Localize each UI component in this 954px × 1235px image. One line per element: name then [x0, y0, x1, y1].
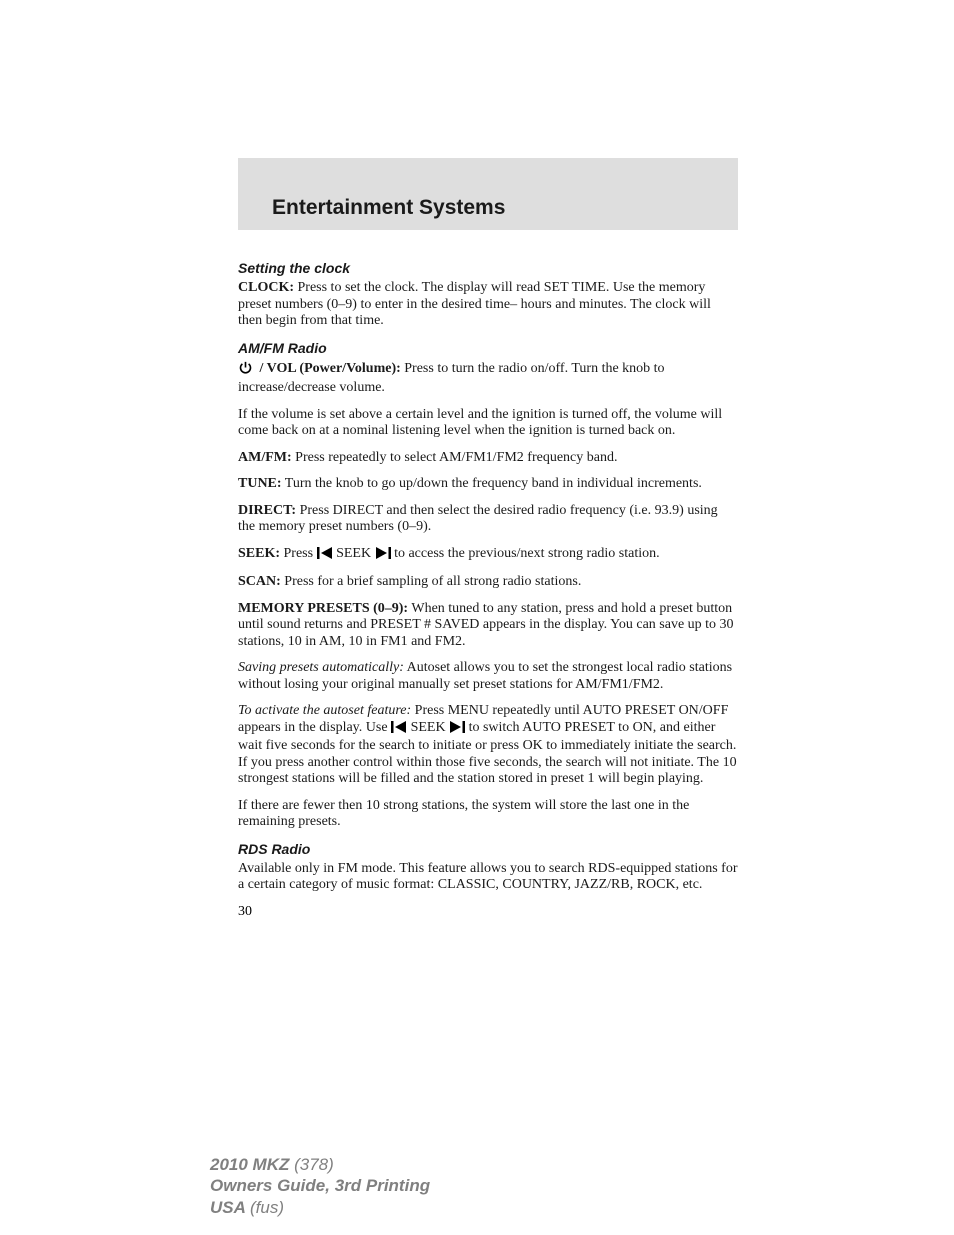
seek-prev-icon — [391, 721, 407, 739]
footer-model: 2010 MKZ — [210, 1155, 294, 1174]
label-memory: MEMORY PRESETS (0–9): — [238, 601, 408, 616]
footer-block: 2010 MKZ (378) Owners Guide, 3rd Printin… — [210, 1154, 430, 1218]
paragraph-seek: SEEK: Press SEEK to access the previous/… — [238, 546, 738, 565]
paragraph-autoset: Saving presets automatically: Autoset al… — [238, 660, 738, 693]
lead-activate: To activate the autoset feature: — [238, 703, 411, 718]
paragraph-activate: To activate the autoset feature: Press M… — [238, 703, 738, 788]
text-activate-mid: SEEK — [407, 720, 449, 735]
footer-line1: 2010 MKZ (378) — [210, 1154, 430, 1175]
chapter-header-band: Entertainment Systems — [238, 158, 738, 230]
power-icon — [238, 360, 253, 381]
paragraph-clock: CLOCK: Press to set the clock. The displ… — [238, 280, 738, 330]
label-direct: DIRECT: — [238, 503, 296, 518]
body-content: Setting the clock CLOCK: Press to set th… — [238, 230, 738, 920]
section-heading-clock: Setting the clock — [238, 260, 738, 276]
footer-code: (378) — [294, 1155, 334, 1174]
paragraph-vol-note: If the volume is set above a certain lev… — [238, 407, 738, 440]
chapter-title: Entertainment Systems — [272, 196, 505, 220]
text-scan: Press for a brief sampling of all strong… — [281, 574, 582, 589]
paragraph-amfm: AM/FM: Press repeatedly to select AM/FM1… — [238, 450, 738, 467]
label-scan: SCAN: — [238, 574, 281, 589]
section-heading-amfm: AM/FM Radio — [238, 340, 738, 356]
label-seek: SEEK: — [238, 546, 280, 561]
section-heading-rds: RDS Radio — [238, 841, 738, 857]
label-clock: CLOCK: — [238, 280, 294, 295]
text-clock: Press to set the clock. The display will… — [238, 280, 711, 328]
page-content-area: Entertainment Systems Setting the clock … — [238, 158, 738, 920]
text-tune: Turn the knob to go up/down the frequenc… — [282, 476, 702, 491]
label-vol: / VOL (Power/Volume): — [256, 361, 401, 376]
paragraph-fewer: If there are fewer then 10 strong statio… — [238, 798, 738, 831]
lead-autoset: Saving presets automatically: — [238, 660, 404, 675]
label-tune: TUNE: — [238, 476, 282, 491]
text-direct: Press DIRECT and then select the desired… — [238, 503, 718, 535]
label-amfm: AM/FM: — [238, 450, 292, 465]
paragraph-rds: Available only in FM mode. This feature … — [238, 861, 738, 894]
text-amfm: Press repeatedly to select AM/FM1/FM2 fr… — [292, 450, 618, 465]
footer-line3: USA (fus) — [210, 1197, 430, 1218]
text-seek-post: to access the previous/next strong radio… — [391, 546, 660, 561]
footer-region: USA — [210, 1198, 250, 1217]
paragraph-direct: DIRECT: Press DIRECT and then select the… — [238, 503, 738, 536]
paragraph-memory: MEMORY PRESETS (0–9): When tuned to any … — [238, 601, 738, 651]
text-seek-pre: Press — [280, 546, 317, 561]
footer-line2: Owners Guide, 3rd Printing — [210, 1175, 430, 1196]
paragraph-vol: / VOL (Power/Volume): Press to turn the … — [238, 360, 738, 397]
seek-next-icon — [375, 547, 391, 565]
text-seek-mid: SEEK — [333, 546, 375, 561]
footer-region-code: (fus) — [250, 1198, 284, 1217]
seek-prev-icon — [317, 547, 333, 565]
page-number: 30 — [238, 904, 738, 920]
paragraph-tune: TUNE: Turn the knob to go up/down the fr… — [238, 476, 738, 493]
seek-next-icon — [449, 721, 465, 739]
paragraph-scan: SCAN: Press for a brief sampling of all … — [238, 574, 738, 591]
